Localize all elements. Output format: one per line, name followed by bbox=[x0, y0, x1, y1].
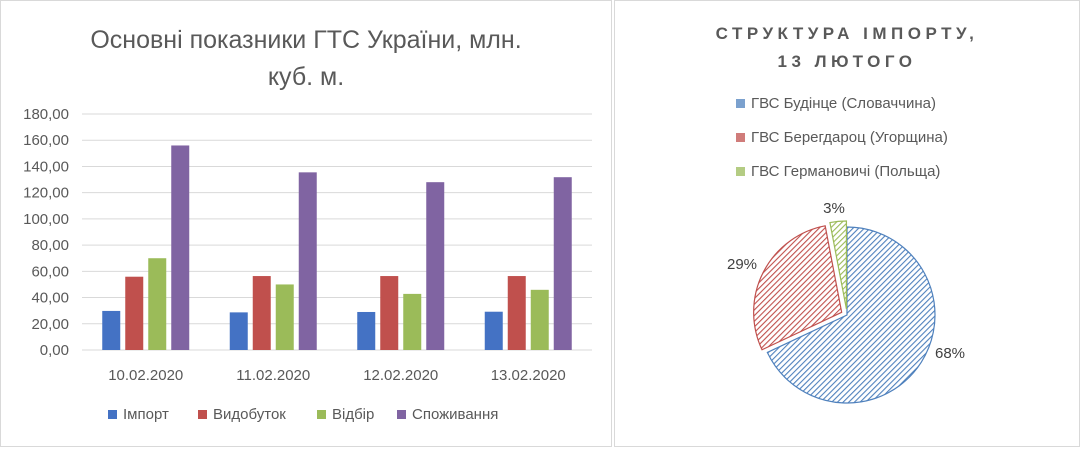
bar bbox=[252, 276, 271, 350]
bar bbox=[357, 311, 376, 350]
pie-legend-item: ГВС Германовичі (Польща) bbox=[736, 163, 940, 180]
bar bbox=[530, 289, 549, 350]
legend-swatch bbox=[108, 410, 117, 419]
bar bbox=[426, 182, 445, 350]
y-tick-label: 80,00 bbox=[31, 237, 69, 254]
y-tick-label: 140,00 bbox=[23, 158, 69, 175]
x-tick-label: 13.02.2020 bbox=[491, 367, 566, 384]
bar-chart-title-line-1: Основні показники ГТС України, млн. bbox=[90, 26, 522, 54]
legend-item: Споживання bbox=[397, 406, 498, 423]
bar-chart-title: Основні показники ГТС України, млн. куб.… bbox=[0, 22, 612, 96]
legend-swatch bbox=[736, 167, 745, 176]
bar bbox=[507, 276, 526, 350]
y-tick-label: 180,00 bbox=[23, 106, 69, 123]
legend-item: Видобуток bbox=[198, 406, 286, 423]
bar bbox=[484, 311, 503, 350]
pie-slice bbox=[766, 226, 936, 404]
pie-data-label: 68% bbox=[935, 345, 965, 362]
legend-label: Імпорт bbox=[123, 406, 169, 423]
pie-chart-title-line-2: 13 ЛЮТОГО bbox=[777, 52, 917, 71]
legend-item: Імпорт bbox=[108, 406, 169, 423]
bar bbox=[275, 284, 294, 350]
pie-slice bbox=[829, 220, 848, 310]
bar bbox=[403, 293, 422, 350]
bar bbox=[298, 172, 317, 350]
y-tick-label: 60,00 bbox=[31, 263, 69, 280]
x-tick-label: 11.02.2020 bbox=[236, 367, 310, 384]
legend-swatch bbox=[736, 99, 745, 108]
x-tick-label: 12.02.2020 bbox=[363, 367, 438, 384]
legend-swatch bbox=[736, 133, 745, 142]
bar bbox=[553, 177, 572, 350]
y-tick-label: 20,00 bbox=[31, 316, 69, 333]
bar bbox=[148, 258, 167, 350]
legend-swatch bbox=[397, 410, 406, 419]
pie-data-label: 29% bbox=[727, 256, 757, 273]
legend-label: Відбір bbox=[332, 406, 375, 423]
legend-item: Відбір bbox=[317, 406, 374, 423]
pie-slice bbox=[753, 225, 843, 351]
y-tick-label: 40,00 bbox=[31, 290, 69, 307]
legend-label: ГВС Берегдароц (Угорщина) bbox=[751, 129, 948, 146]
bar bbox=[125, 276, 144, 350]
pie-legend-item: ГВС Берегдароц (Угорщина) bbox=[736, 129, 948, 146]
pie-chart-title-line-1: СТРУКТУРА ІМПОРТУ, bbox=[715, 24, 979, 43]
legend-label: ГВС Германовичі (Польща) bbox=[751, 163, 941, 180]
bar-chart: 0,00 20,00 40,00 60,00 80,00 100,00 120,00 140,… bbox=[23, 106, 592, 384]
y-tick-label: 120,00 bbox=[23, 185, 69, 202]
x-tick-label: 10.02.2020 bbox=[108, 367, 183, 384]
bar bbox=[229, 312, 248, 350]
legend-swatch bbox=[198, 410, 207, 419]
bar bbox=[380, 276, 399, 350]
legend-swatch bbox=[317, 410, 326, 419]
bar bbox=[171, 145, 190, 350]
bar-chart-title-line-2: куб. м. bbox=[267, 63, 345, 91]
y-tick-label: 100,00 bbox=[23, 211, 69, 228]
y-tick-label: 160,00 bbox=[23, 132, 69, 149]
pie-chart-title: СТРУКТУРА ІМПОРТУ, 13 ЛЮТОГО bbox=[614, 20, 1080, 76]
y-tick-label: 0,00 bbox=[40, 342, 69, 359]
legend-label: ГВС Будінце (Словаччина) bbox=[751, 95, 936, 112]
bar bbox=[102, 310, 121, 350]
legend-label: Видобуток bbox=[213, 406, 286, 423]
pie-data-label: 3% bbox=[823, 200, 845, 217]
pie-legend-item: ГВС Будінце (Словаччина) bbox=[736, 95, 936, 112]
legend-label: Споживання bbox=[412, 406, 499, 423]
